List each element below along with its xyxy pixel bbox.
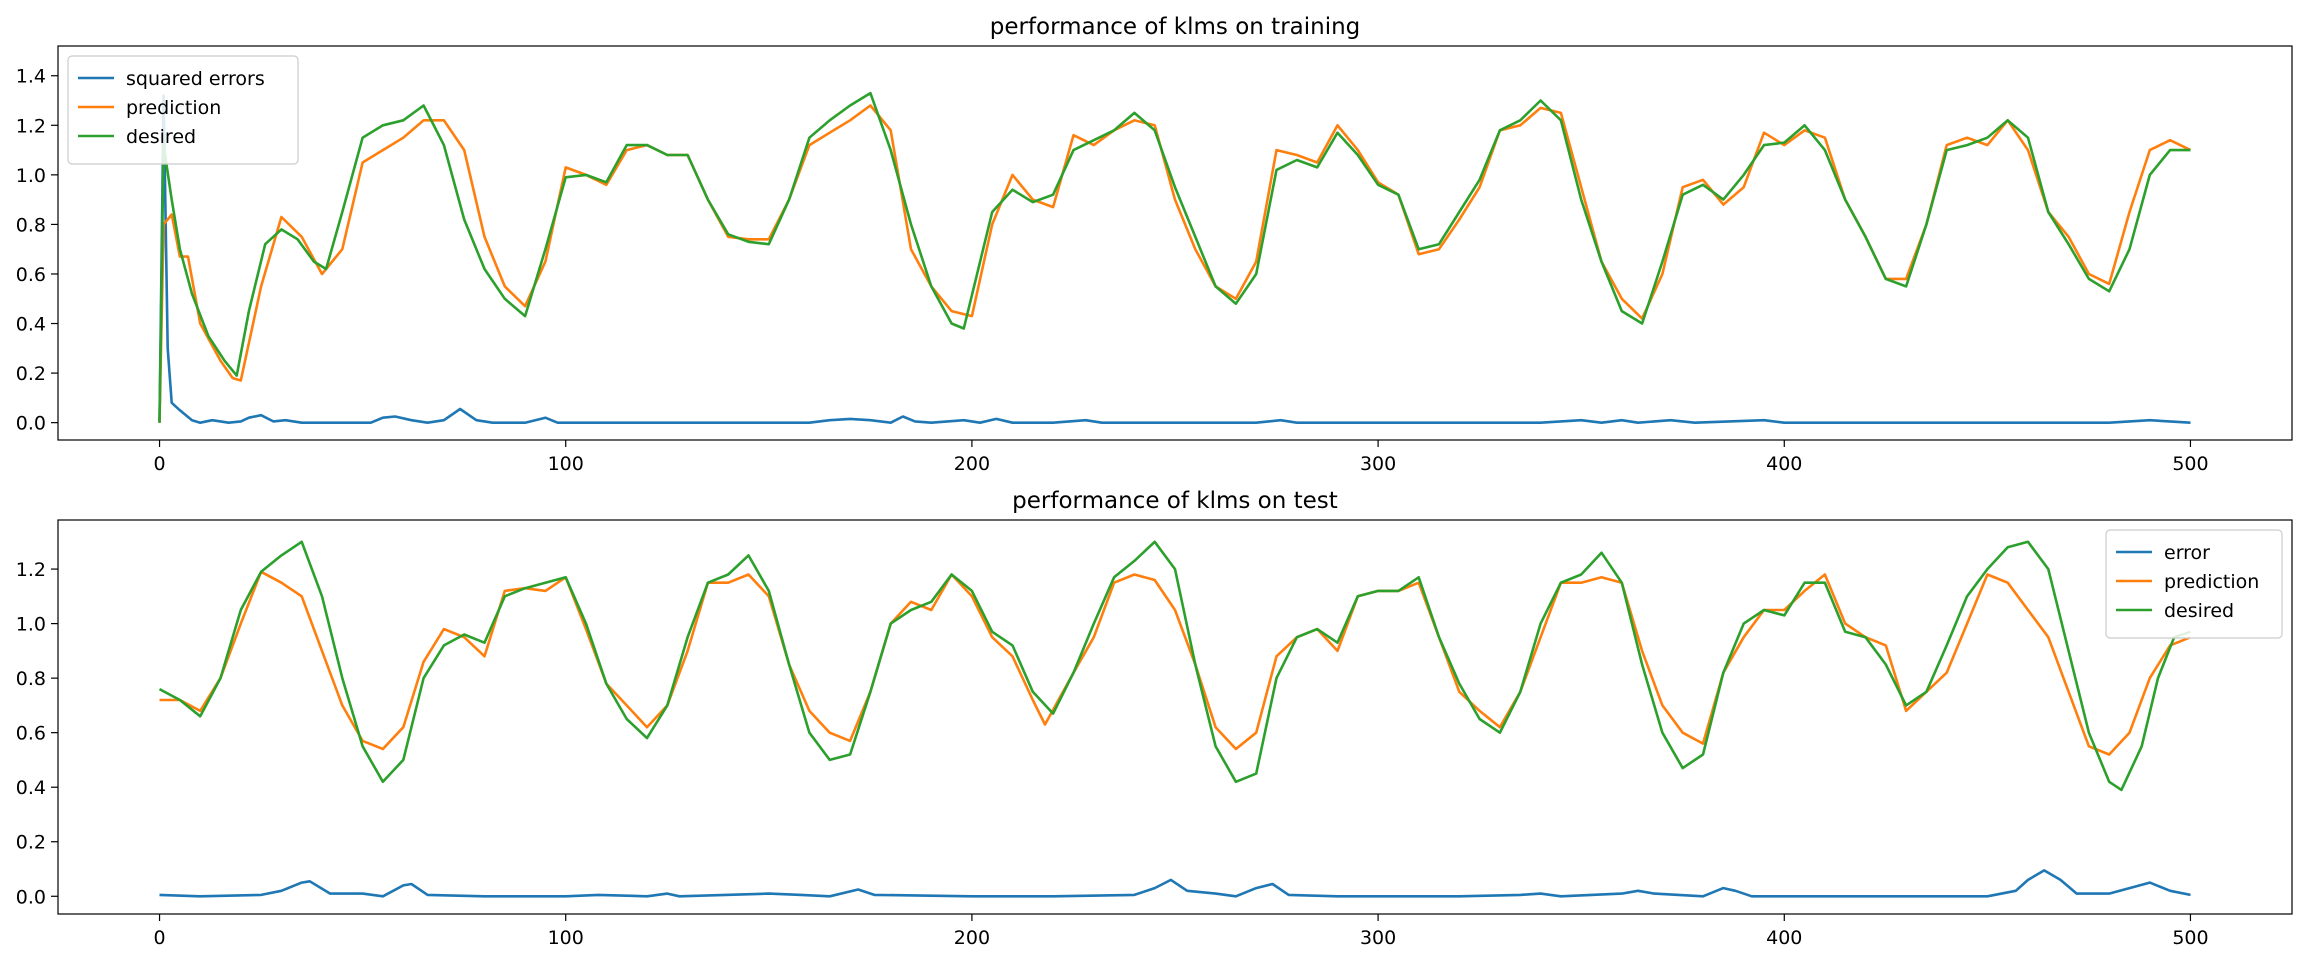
test-chart-title: performance of klms on test [1012,488,1338,514]
training-chart-title: performance of klms on training [990,14,1361,40]
test-x-tick-label: 0 [153,927,165,949]
training-axes-frame [57,45,2293,441]
training-y-tick-label: 0.4 [16,314,46,336]
training-legend-label: desired [126,126,196,148]
test-legend-label: prediction [2164,571,2259,593]
training-plot-area [158,91,2192,424]
test-x-tick-label: 100 [548,927,584,949]
test-plot-area [158,540,2191,898]
test-y-tick-label: 0.2 [16,832,46,854]
training-y-tick-label: 0.2 [16,363,46,385]
test-x-tick-label: 300 [1360,927,1396,949]
training-series-squared-errors [158,94,2191,424]
training-y-tick-label: 0.8 [16,214,46,236]
test-y-tick-label: 1.2 [16,559,46,581]
test-legend-label: desired [2164,600,2234,622]
test-series-desired [158,540,2191,792]
test-legend-label: error [2164,542,2210,564]
training-x-tick-label: 100 [548,453,584,475]
test-y-tick-label: 1.0 [16,614,46,636]
test-axes-frame [57,519,2293,915]
test-legend: error prediction desired [2105,529,2283,639]
training-legend-label: squared errors [126,68,265,90]
training-x-tick-label: 500 [2172,453,2208,475]
test-y-tick-label: 0.8 [16,668,46,690]
training-y-tick-label: 1.2 [16,115,46,137]
training-x-tick-label: 0 [153,453,165,475]
training-y-tick-label: 0.6 [16,264,46,286]
training-x-tick-label: 400 [1766,453,1802,475]
training-legend-box [67,55,299,165]
test-y-tick-label: 0.4 [16,777,46,799]
test-x-tick-label: 200 [954,927,990,949]
test-y-tick-label: 0.0 [16,886,46,908]
training-y-tick-label: 0.0 [16,413,46,435]
test-series-error [159,869,2191,898]
test-x-tick-label: 400 [1766,927,1802,949]
training-legend-label: prediction [126,97,221,119]
training-x-tick-label: 300 [1360,453,1396,475]
training-x-tick-label: 200 [954,453,990,475]
training-series-desired [158,91,2191,423]
test-subplot: performance of klms on test 0 100 200 300 40… [16,488,2293,949]
training-y-tick-label: 1.0 [16,165,46,187]
test-y-tick-label: 0.6 [16,723,46,745]
training-y-tick-label: 1.4 [16,66,46,88]
training-series-prediction [158,104,2192,423]
training-legend: squared errors prediction desired [67,55,299,165]
test-x-tick-label: 500 [2172,927,2208,949]
training-subplot: performance of klms on training 0 100 200 3… [16,14,2293,475]
